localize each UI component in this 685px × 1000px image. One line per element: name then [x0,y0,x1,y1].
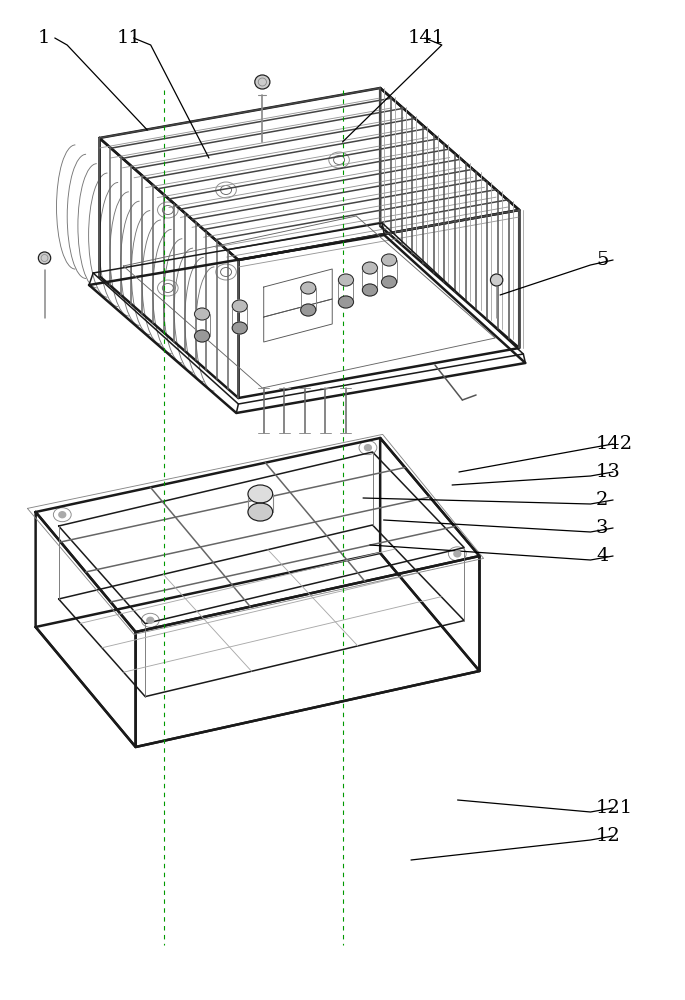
Ellipse shape [232,300,247,312]
Text: 5: 5 [596,251,608,269]
Ellipse shape [362,284,377,296]
Text: 4: 4 [596,547,608,565]
Text: 11: 11 [116,29,141,47]
Text: 3: 3 [596,519,608,537]
Text: 141: 141 [408,29,445,47]
Ellipse shape [454,551,461,557]
Ellipse shape [59,512,66,518]
Ellipse shape [248,503,273,521]
Text: 13: 13 [596,463,621,481]
Ellipse shape [338,296,353,308]
Ellipse shape [195,330,210,342]
Ellipse shape [255,75,270,89]
Ellipse shape [147,617,153,623]
Text: 1: 1 [38,29,50,47]
Text: 121: 121 [596,799,633,817]
Ellipse shape [490,274,503,286]
Ellipse shape [195,308,210,320]
Ellipse shape [248,485,273,503]
Ellipse shape [362,262,377,274]
Text: 142: 142 [596,435,633,453]
Ellipse shape [38,252,51,264]
Ellipse shape [301,282,316,294]
Ellipse shape [382,254,397,266]
Text: 2: 2 [596,491,608,509]
Ellipse shape [364,445,371,451]
Ellipse shape [382,276,397,288]
Ellipse shape [338,274,353,286]
Ellipse shape [232,322,247,334]
Ellipse shape [301,304,316,316]
Text: 12: 12 [596,827,621,845]
